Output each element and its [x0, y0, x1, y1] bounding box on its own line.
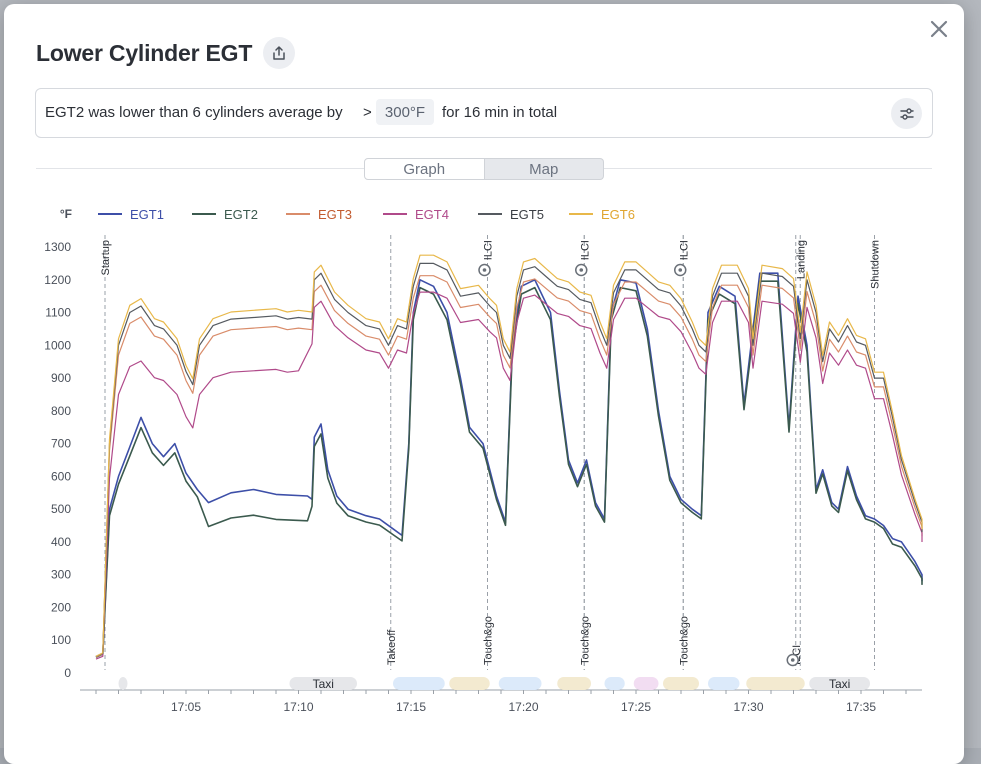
- legend-item-egt4[interactable]: EGT4: [415, 207, 449, 222]
- view-tabs: Graph Map: [364, 158, 604, 180]
- flight-phase-band[interactable]: [557, 677, 591, 690]
- sliders-icon: [899, 107, 914, 120]
- event-label: Touch&go: [678, 616, 690, 665]
- flight-phase-band[interactable]: [604, 677, 625, 690]
- y-tick-label: 400: [51, 535, 71, 549]
- modal-title: Lower Cylinder EGT: [36, 40, 253, 66]
- flight-phase-band[interactable]: [393, 677, 445, 690]
- y-unit-label: °F: [60, 207, 72, 221]
- event-label: ILCI: [579, 240, 591, 260]
- filter-text: EGT2 was lower than 6 cylinders average …: [45, 104, 343, 121]
- event-label: Shutdown: [870, 240, 882, 289]
- event-label: Landing: [795, 240, 807, 279]
- ilci-marker-dot: [579, 268, 584, 272]
- x-tick-label: 17:05: [171, 700, 201, 714]
- ilci-marker-dot: [790, 658, 795, 662]
- legend-item-egt6[interactable]: EGT6: [601, 207, 635, 222]
- egt-chart: °F13001200110010009008007006005004003002…: [44, 207, 923, 714]
- x-tick-label: 17:20: [508, 700, 538, 714]
- legend-item-egt3[interactable]: EGT3: [318, 207, 352, 222]
- y-tick-label: 600: [51, 469, 71, 483]
- ilci-marker-dot: [678, 268, 683, 272]
- y-tick-label: 300: [51, 568, 71, 582]
- y-tick-label: 900: [51, 371, 71, 385]
- flight-phase-label: Taxi: [829, 677, 850, 691]
- flight-phase-band[interactable]: [708, 677, 740, 690]
- egt-modal: Lower Cylinder EGT EGT2 was lower than 6…: [4, 4, 964, 764]
- y-tick-label: 1000: [44, 338, 71, 352]
- y-tick-label: 100: [51, 633, 71, 647]
- filter-settings-button[interactable]: [891, 98, 922, 129]
- legend-item-egt5[interactable]: EGT5: [510, 207, 544, 222]
- tab-map[interactable]: Map: [484, 158, 604, 180]
- series-line-egt2: [95, 280, 923, 659]
- share-icon: [273, 46, 285, 60]
- event-label: ILCI: [678, 240, 690, 260]
- y-tick-label: 700: [51, 437, 71, 451]
- flight-phase-band[interactable]: [809, 677, 870, 690]
- flight-phase-band[interactable]: [633, 677, 659, 690]
- x-tick-label: 17:30: [733, 700, 763, 714]
- flight-phase-band[interactable]: [289, 677, 358, 690]
- series-line-egt3: [95, 275, 923, 658]
- x-tick-label: 17:25: [621, 700, 651, 714]
- flight-phase-band[interactable]: [449, 677, 490, 690]
- y-tick-label: 1200: [44, 273, 71, 287]
- x-tick-label: 17:35: [846, 700, 876, 714]
- event-label: Touch&go: [579, 616, 591, 665]
- event-label: Startup: [100, 240, 112, 275]
- series-line-egt5: [95, 262, 923, 658]
- y-tick-label: 1300: [44, 240, 71, 254]
- flight-phase-band[interactable]: [746, 677, 805, 690]
- filter-box: EGT2 was lower than 6 cylinders average …: [35, 88, 933, 138]
- filter-operator[interactable]: >: [363, 104, 372, 121]
- x-tick-label: 17:10: [283, 700, 313, 714]
- series-line-egt6: [95, 254, 923, 657]
- legend-item-egt2[interactable]: EGT2: [224, 207, 258, 222]
- y-tick-label: 800: [51, 404, 71, 418]
- x-tick-label: 17:15: [396, 700, 426, 714]
- flight-phase-band[interactable]: [663, 677, 699, 690]
- event-label: Takeoff: [386, 629, 398, 665]
- y-tick-label: 1100: [45, 306, 71, 320]
- flight-phase-band[interactable]: [118, 677, 128, 690]
- threshold-input[interactable]: 300°F: [376, 99, 434, 125]
- event-label: ILCI: [483, 240, 495, 260]
- tab-graph[interactable]: Graph: [364, 158, 485, 180]
- legend-item-egt1[interactable]: EGT1: [130, 207, 164, 222]
- y-tick-label: 500: [51, 502, 71, 516]
- series-line-egt4: [95, 291, 923, 660]
- event-label: Touch&go: [483, 616, 495, 665]
- close-icon[interactable]: [926, 16, 952, 42]
- share-button[interactable]: [263, 37, 295, 69]
- flight-phase-band[interactable]: [498, 677, 542, 690]
- ilci-marker-dot: [482, 268, 487, 272]
- y-tick-label: 0: [64, 666, 71, 680]
- y-tick-label: 200: [51, 600, 71, 614]
- filter-duration-text: for 16 min in total: [442, 104, 558, 121]
- flight-phase-label: Taxi: [313, 677, 334, 691]
